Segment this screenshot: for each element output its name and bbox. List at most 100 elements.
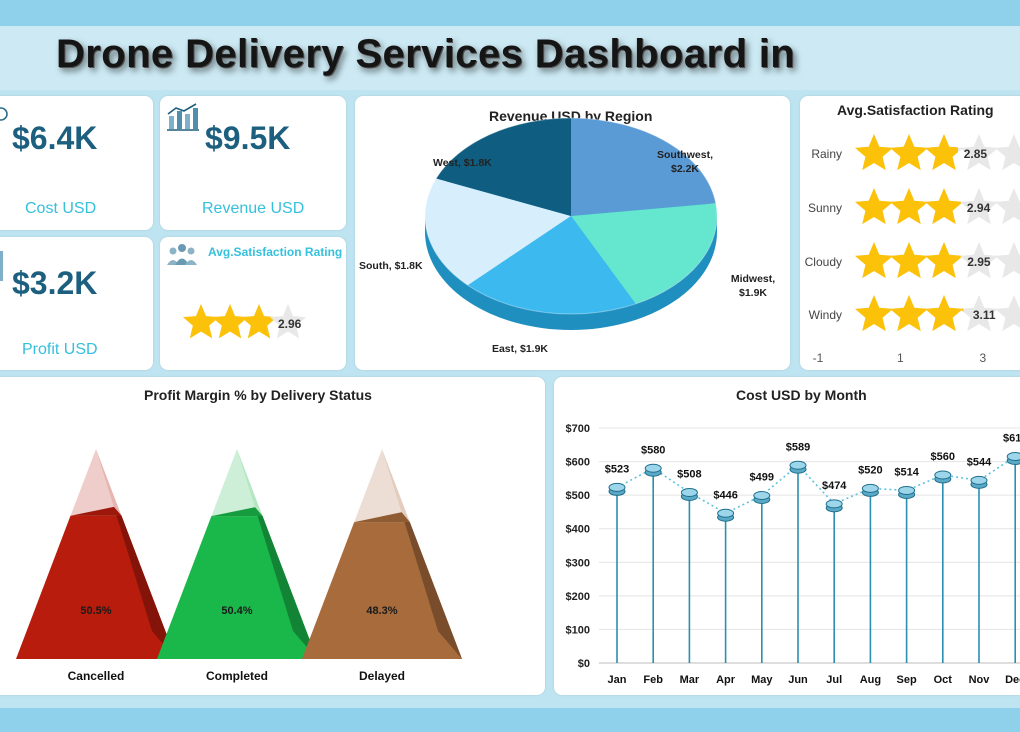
cost-month-label: Nov xyxy=(969,674,991,686)
top-frame-band xyxy=(0,0,1020,26)
pie-rim xyxy=(424,117,718,315)
star-empty xyxy=(959,242,999,279)
cost-y-tick: $400 xyxy=(566,524,590,536)
cost-value-label: $474 xyxy=(822,480,847,492)
star-filled xyxy=(854,242,894,279)
cost-month-label: Dec xyxy=(1005,674,1020,686)
cost-by-month-card: Cost USD by Month $0 $100 $200 $300 $400 $500… xyxy=(554,377,1020,695)
cost-y-tick: $200 xyxy=(566,591,590,603)
pie-label-east: East, $1.9K xyxy=(492,343,548,355)
weather-star-row-cloudy xyxy=(854,242,1020,279)
cost-point-oct xyxy=(934,470,952,484)
cost-point-aug xyxy=(861,483,879,497)
star-empty xyxy=(994,188,1020,225)
pie-label-midwest: $1.9K xyxy=(739,287,767,299)
weather-category-rainy: Rainy xyxy=(811,147,842,161)
star-empty xyxy=(269,304,307,339)
revenue-chart-icon xyxy=(167,103,199,131)
dashboard-title: Drone Delivery Services Dashboard in xyxy=(56,32,796,76)
satisfaction-star-chart: Rainy 2.85 Sunny 2.94 Cloudy 2.95 Windy 3.11 -1 1… xyxy=(805,134,1020,365)
profit-icon xyxy=(0,251,3,281)
cost-value-label: $508 xyxy=(677,468,701,480)
weather-value-label: 2.94 xyxy=(967,201,991,215)
pyramid-fill-front xyxy=(302,522,462,659)
pyramid-value-label: 48.3% xyxy=(366,605,397,617)
pyramid-fill-front xyxy=(16,515,176,659)
cost-point-apr xyxy=(717,508,735,522)
cost-y-tick: $500 xyxy=(566,490,590,502)
coin-stack-top xyxy=(970,475,988,485)
star-filled xyxy=(854,295,894,332)
cost-point-dec xyxy=(1006,452,1020,466)
satisfaction-kpi-star-row xyxy=(182,304,307,339)
cost-month-label: Feb xyxy=(643,674,663,686)
cost-y-tick: $700 xyxy=(566,423,590,435)
cost-value-label: $580 xyxy=(641,444,665,456)
pyramid-value-label: 50.5% xyxy=(80,605,111,617)
satisfaction-kpi-value: 2.96 xyxy=(278,317,302,331)
weather-star-row-rainy xyxy=(854,134,1020,171)
revenue-by-region-card: Revenue USD by Region Southwest, $2.2K Mid… xyxy=(355,96,790,370)
revenue-value: $9.5K xyxy=(205,120,291,156)
cost-value: $6.4K xyxy=(12,120,98,156)
cost-month-label: Jan xyxy=(608,674,627,686)
title-band xyxy=(0,26,1020,90)
cost-point-may xyxy=(753,490,771,504)
profit-label: Profit USD xyxy=(22,341,98,358)
coin-stack-top xyxy=(717,508,735,518)
star-filled xyxy=(211,304,249,339)
cost-y-tick: $0 xyxy=(578,658,590,670)
satisfaction-by-weather-title: Avg.Satisfaction Rating xyxy=(837,102,994,118)
coin-stack-top xyxy=(861,483,879,493)
cost-value-label: $446 xyxy=(713,489,737,501)
pie-slice-southwest xyxy=(571,118,716,216)
weather-category-windy: Windy xyxy=(809,308,842,322)
pyramid-category-label: Delayed xyxy=(359,669,405,683)
weather-category-sunny: Sunny xyxy=(808,201,842,215)
pyramid-completed xyxy=(157,449,317,659)
pie-slice-east xyxy=(467,216,636,315)
customer-group-icon xyxy=(167,244,197,265)
cost-y-tick: $100 xyxy=(566,624,590,636)
cost-value-label: $615 xyxy=(1003,433,1020,445)
pyramid-fill-top xyxy=(354,512,410,523)
star-filled xyxy=(889,134,929,171)
profit-value: $3.2K xyxy=(12,265,98,301)
star-filled xyxy=(889,188,929,225)
coin-stack-top xyxy=(825,499,843,509)
cost-month-label: May xyxy=(751,674,773,686)
coin-icon xyxy=(0,107,8,121)
pie-label-southwest: Southwest, xyxy=(657,149,713,161)
star-filled xyxy=(854,188,894,225)
star-empty xyxy=(959,188,999,225)
weather-x-tick: -1 xyxy=(813,351,824,365)
cost-y-tick: $600 xyxy=(566,457,590,469)
star-filled xyxy=(182,304,220,339)
revenue-label: Revenue USD xyxy=(202,200,305,217)
pyramid-category-label: Completed xyxy=(206,669,268,683)
pie-label-southwest: $2.2K xyxy=(671,163,699,175)
star-filled xyxy=(959,308,964,312)
pyramid-category-label: Cancelled xyxy=(68,669,125,683)
pyramid-fill-side xyxy=(401,512,462,659)
weather-category-cloudy: Cloudy xyxy=(805,255,842,269)
profit-margin-title: Profit Margin % by Delivery Status xyxy=(144,387,372,403)
cost-by-month-title: Cost USD by Month xyxy=(736,387,867,403)
cost-line-chart: $0 $100 $200 $300 $400 $500 $600 $700 $523 Jan $58… xyxy=(566,423,1020,686)
pie-label-south: South, $1.8K xyxy=(359,260,423,272)
star-empty xyxy=(959,134,999,171)
weather-value-label: 2.85 xyxy=(964,147,988,161)
coin-stack-top xyxy=(934,470,952,480)
cost-month-label: Sep xyxy=(897,674,917,686)
coin-stack-top xyxy=(644,463,662,473)
profit-kpi-card: $3.2K Profit USD xyxy=(0,237,153,370)
cost-label: Cost USD xyxy=(25,200,97,217)
star-filled xyxy=(924,134,958,171)
star-empty xyxy=(994,242,1020,279)
cost-point-jan xyxy=(608,482,626,496)
profit-margin-pyramid-chart: 50.5% Cancelled 50.4% Completed 48.3% Delayed xyxy=(16,449,462,683)
pie-slice-midwest xyxy=(571,203,718,304)
pyramid-fill-side xyxy=(113,506,176,659)
cost-month-label: Aug xyxy=(860,674,881,686)
coin-stack-top xyxy=(608,482,626,492)
